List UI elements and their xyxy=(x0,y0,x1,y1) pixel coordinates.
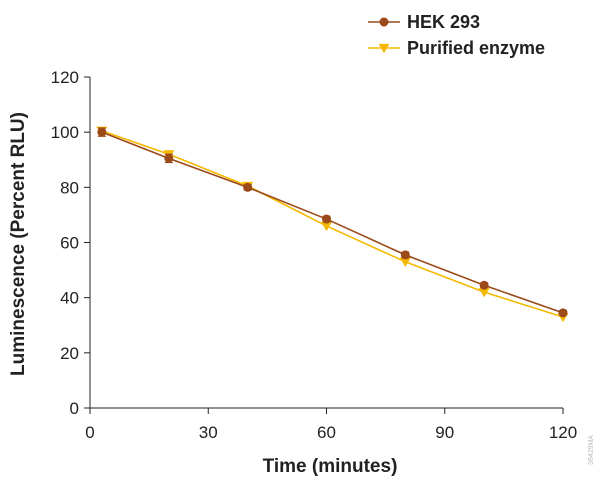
data-point xyxy=(321,221,332,232)
y-tick-label: 40 xyxy=(60,289,79,308)
data-point xyxy=(478,288,490,298)
series-hek-293 xyxy=(97,127,568,318)
data-point xyxy=(479,280,489,290)
data-point xyxy=(164,153,174,163)
legend-item-hek-293: HEK 293 xyxy=(368,12,480,32)
x-tick-label: 0 xyxy=(85,423,94,442)
data-point xyxy=(558,308,568,318)
data-point xyxy=(399,257,411,268)
x-tick-label: 60 xyxy=(317,423,336,442)
legend-marker xyxy=(379,17,389,27)
legend-item-purified-enzyme: Purified enzyme xyxy=(368,38,545,58)
y-tick-label: 0 xyxy=(70,399,79,418)
data-point xyxy=(97,127,107,137)
figure-code: 38429MA xyxy=(588,435,595,465)
data-point xyxy=(243,182,253,192)
x-tick-label: 30 xyxy=(199,423,218,442)
y-tick-label: 20 xyxy=(60,344,79,363)
legend-marker xyxy=(378,43,390,54)
series-layer xyxy=(96,126,569,323)
y-tick-label: 80 xyxy=(60,178,79,197)
legend: HEK 293 Purified enzyme xyxy=(368,12,545,58)
data-point xyxy=(400,250,410,260)
y-tick-label: 120 xyxy=(51,68,79,87)
x-tick-label: 90 xyxy=(435,423,454,442)
x-tick-label: 120 xyxy=(549,423,577,442)
legend-label: HEK 293 xyxy=(407,12,480,32)
y-tick-label: 60 xyxy=(60,234,79,253)
axes-layer: 0 20 40 60 80 100 120 0 30 60 90 120 xyxy=(51,68,578,442)
data-point xyxy=(322,214,331,224)
legend-label: Purified enzyme xyxy=(407,38,545,58)
x-axis-title: Time (minutes) xyxy=(263,456,398,477)
y-axis-title: Luminescence (Percent RLU) xyxy=(8,112,29,376)
y-tick-label: 100 xyxy=(51,123,79,142)
